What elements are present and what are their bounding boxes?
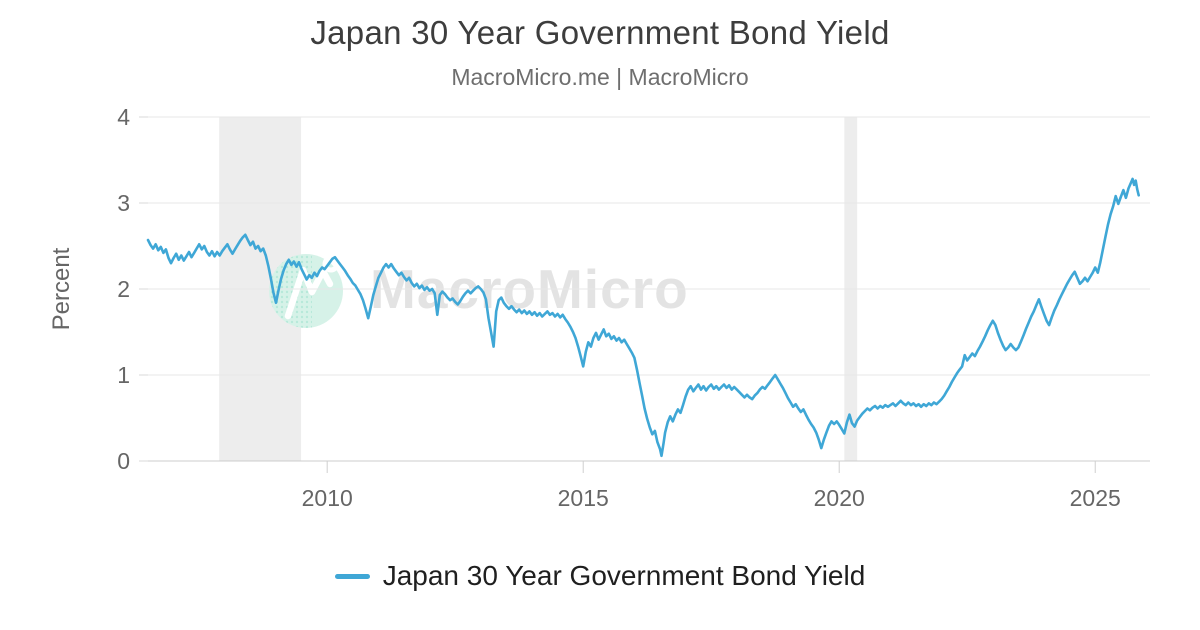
x-tick-label: 2025 [1070, 485, 1121, 511]
y-tick-label: 0 [117, 448, 130, 474]
y-tick-label: 1 [117, 362, 130, 388]
bond-yield-line[interactable] [146, 177, 1140, 458]
y-tick-label: 3 [117, 190, 130, 216]
y-tick-label: 2 [117, 276, 130, 302]
page-title: Japan 30 Year Government Bond Yield [310, 14, 890, 51]
x-tick-label: 2015 [558, 485, 609, 511]
chart-subtitle: MacroMicro.me | MacroMicro [451, 64, 749, 90]
y-tick-label: 4 [117, 104, 130, 130]
watermark-sun-icon [322, 255, 340, 273]
legend-label: Japan 30 Year Government Bond Yield [382, 560, 866, 591]
x-tick-label: 2010 [302, 485, 353, 511]
watermark-mountain-icon [284, 266, 334, 320]
watermark: MacroMicro [269, 254, 688, 328]
x-tick-label: 2020 [814, 485, 865, 511]
legend-item[interactable]: Japan 30 Year Government Bond Yield [0, 560, 1200, 592]
legend-line-marker [334, 573, 370, 579]
